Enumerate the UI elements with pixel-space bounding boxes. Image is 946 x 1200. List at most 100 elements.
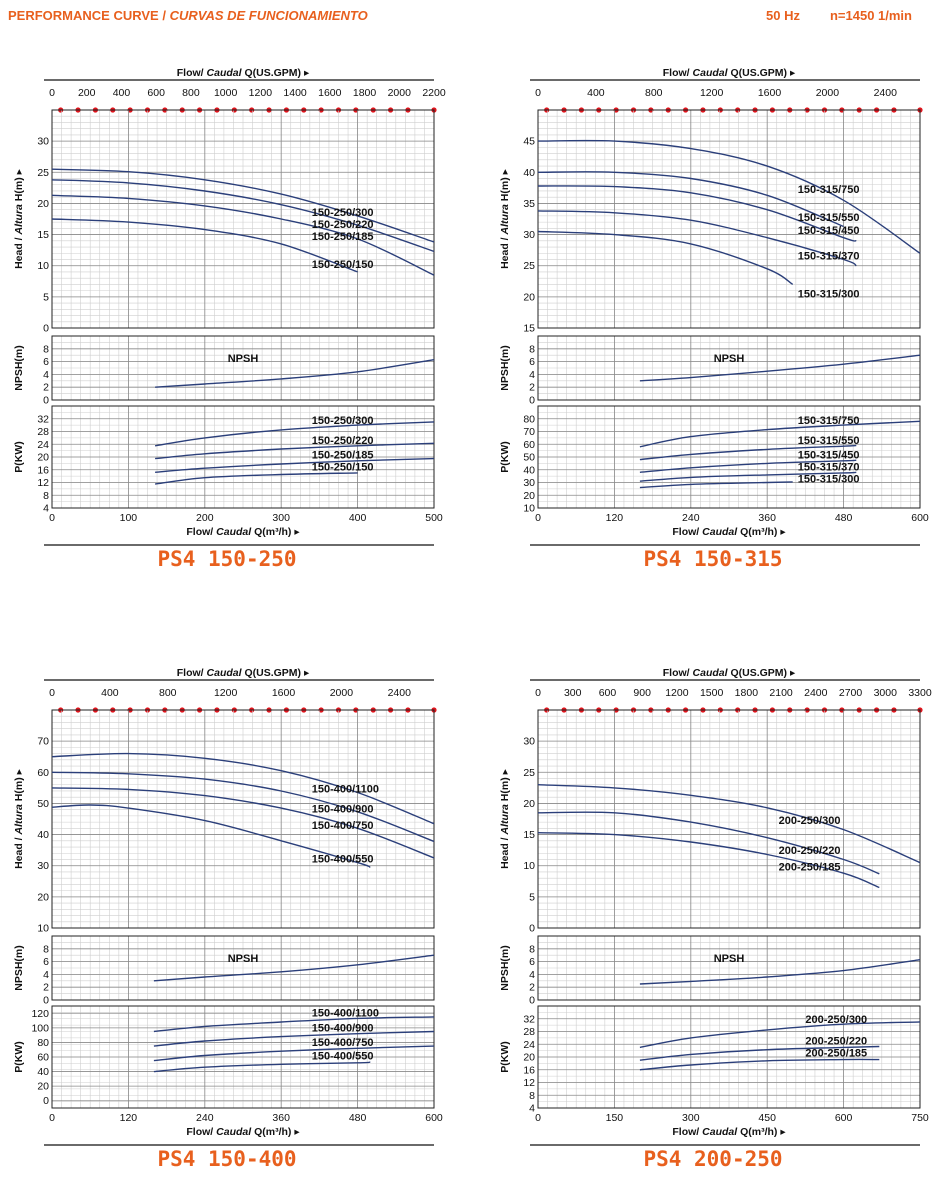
power-curve-150-400-550 xyxy=(153,1061,371,1073)
m3h-tick-label: 480 xyxy=(835,512,853,524)
head-series-label: 150-250/220 xyxy=(312,219,374,231)
power-curve-150-315-370 xyxy=(639,471,857,482)
head-tick-label: 25 xyxy=(37,167,49,179)
head-curve-150-315-450 xyxy=(537,185,857,242)
head-curve-150-250-185 xyxy=(51,194,435,276)
npsh-tick-label: 2 xyxy=(43,382,49,394)
m3h-tick-label: 0 xyxy=(535,512,541,524)
head-tick-label: 15 xyxy=(37,229,49,241)
gpm-tick-label: 400 xyxy=(587,87,605,99)
m3h-tick-label: 150 xyxy=(606,1112,624,1124)
power-tick-label: 16 xyxy=(37,464,49,476)
power-tick-label: 12 xyxy=(37,477,49,489)
chart-svg: Flow/ Caudal Q(US.GPM) ▸0 300 600 900 1200 15… xyxy=(499,667,932,1171)
bottom-axis-label: Flow/ Caudal Q(m³/h) ▸ xyxy=(186,526,300,538)
npsh-axis-label: NPSH(m) xyxy=(13,945,25,991)
gpm-tick-label: 1200 xyxy=(700,87,724,99)
m3h-tick-label: 360 xyxy=(272,1112,290,1124)
m3h-tick-label: 100 xyxy=(120,512,138,524)
chart-panel-ps4-150-315: Flow/ Caudal Q(US.GPM) ▸ 0 400 800 1200 1600 2… xyxy=(486,60,936,600)
head-series-label: 200-250/300 xyxy=(779,815,841,827)
power-curve-150-400-750 xyxy=(153,1045,435,1062)
gpm-tick-label: 1600 xyxy=(272,687,296,699)
gpm-tick-label: 1800 xyxy=(735,687,759,699)
npsh-tick-label: 2 xyxy=(529,982,535,994)
power-axis-label: P(KW) xyxy=(13,1041,25,1073)
head-tick-label: 5 xyxy=(43,291,49,303)
power-tick-label: 28 xyxy=(37,426,49,438)
head-series-label: 150-250/300 xyxy=(312,207,374,219)
m3h-tick-label: 450 xyxy=(758,1112,776,1124)
power-tick-label: 30 xyxy=(523,477,535,489)
head-series-label: 200-250/185 xyxy=(779,861,841,873)
chart-title: PS4 150-250 xyxy=(157,547,296,571)
head-tick-label: 70 xyxy=(37,736,49,748)
head-tick-label: 20 xyxy=(37,891,49,903)
power-tick-label: 16 xyxy=(523,1064,535,1076)
head-curve-150-400-1100 xyxy=(51,752,435,825)
chart-svg: Flow/ Caudal Q(US.GPM) ▸0 200 400 600 800 100… xyxy=(13,67,446,571)
power-series-label: 200-250/300 xyxy=(805,1014,867,1026)
head-tick-label: 20 xyxy=(37,198,49,210)
power-curve-200-250-220 xyxy=(639,1045,880,1061)
power-tick-label: 28 xyxy=(523,1026,535,1038)
m3h-tick-label: 600 xyxy=(911,512,929,524)
frequency-label: 50 Hz xyxy=(766,8,800,23)
m3h-tick-label: 400 xyxy=(349,512,367,524)
gpm-tick-label: 900 xyxy=(633,687,651,699)
npsh-tick-label: 6 xyxy=(43,956,49,968)
power-plot: 0 20 40 60 80 100 120 xyxy=(31,1005,435,1109)
chart-panel-ps4-150-400: Flow/ Caudal Q(US.GPM) ▸ 0 400 800 1200 1600 2… xyxy=(0,660,450,1200)
npsh-curve-label: NPSH xyxy=(228,953,259,965)
power-tick-label: 4 xyxy=(43,503,49,515)
gpm-tick-label: 2400 xyxy=(388,687,412,699)
npsh-tick-label: 4 xyxy=(529,969,535,981)
head-tick-label: 10 xyxy=(37,923,49,935)
gpm-tick-label: 2000 xyxy=(816,87,840,99)
gpm-tick-label: 2000 xyxy=(388,87,412,99)
head-series-label: 150-250/150 xyxy=(312,259,374,271)
gpm-tick-label: 0 xyxy=(535,687,541,699)
power-tick-label: 32 xyxy=(37,413,49,425)
head-curve-150-250-300 xyxy=(51,168,435,243)
gpm-tick-label: 1800 xyxy=(353,87,377,99)
npsh-tick-label: 4 xyxy=(43,369,49,381)
power-tick-label: 4 xyxy=(529,1103,535,1115)
power-series-label: 200-250/220 xyxy=(805,1036,867,1048)
power-curve-150-315-750 xyxy=(639,420,921,448)
m3h-tick-label: 360 xyxy=(758,512,776,524)
gpm-tick-label: 0 xyxy=(535,87,541,99)
m3h-tick-label: 0 xyxy=(535,1112,541,1124)
head-curve-150-400-750 xyxy=(51,787,435,859)
gpm-tick-label: 2000 xyxy=(330,687,354,699)
header-left: PERFORMANCE CURVE / CURVAS DE FUNCIONAMI… xyxy=(8,8,368,23)
head-frame xyxy=(537,709,921,929)
head-tick-label: 50 xyxy=(37,798,49,810)
npsh-tick-label: 6 xyxy=(529,356,535,368)
header-title: PERFORMANCE CURVE xyxy=(8,8,159,23)
power-series-label: 150-400/550 xyxy=(312,1051,374,1063)
power-series-label: 150-250/220 xyxy=(312,435,374,447)
m3h-tick-label: 480 xyxy=(349,1112,367,1124)
head-plot: 15 20 25 30 35 40 45 xyxy=(523,109,921,335)
npsh-tick-label: 0 xyxy=(529,395,535,407)
npsh-tick-label: 8 xyxy=(529,943,535,955)
power-series-label: 150-250/300 xyxy=(312,415,374,427)
power-curve-150-250-185 xyxy=(155,457,435,473)
power-frame xyxy=(51,405,435,509)
gpm-tick-label: 2400 xyxy=(874,87,898,99)
m3h-tick-label: 240 xyxy=(682,512,700,524)
chart-svg: Flow/ Caudal Q(US.GPM) ▸0 400 800 1200 1600 2… xyxy=(13,667,443,1171)
power-frame xyxy=(51,1005,435,1109)
npsh-tick-label: 4 xyxy=(529,369,535,381)
header-subtitle: CURVAS DE FUNCIONAMIENTO xyxy=(169,8,368,23)
power-tick-label: 20 xyxy=(523,490,535,502)
power-tick-label: 50 xyxy=(523,452,535,464)
gpm-tick-label: 2400 xyxy=(804,687,828,699)
chart-svg: Flow/ Caudal Q(US.GPM) ▸0 400 800 1200 1600 2… xyxy=(499,67,929,571)
npsh-curve-npsh xyxy=(639,959,921,985)
head-series-label: 150-315/450 xyxy=(798,225,860,237)
